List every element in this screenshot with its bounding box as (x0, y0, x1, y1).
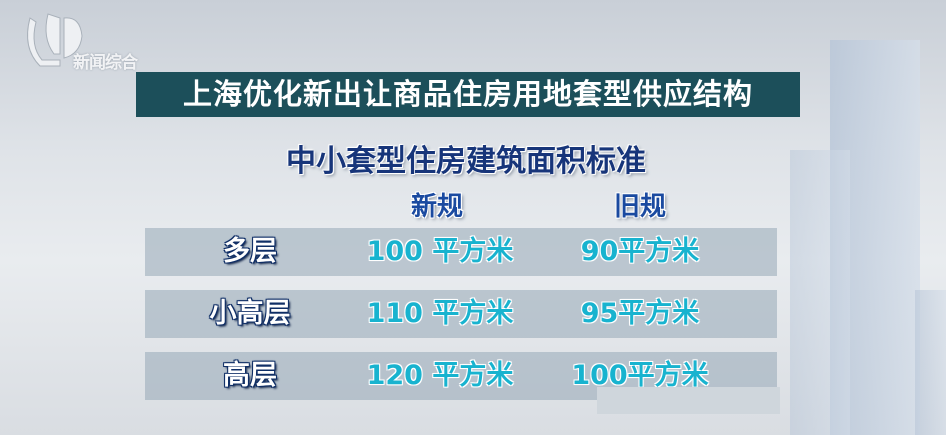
shanghai-tv-logo-icon (27, 13, 83, 67)
caption-mask (597, 387, 780, 414)
new-value: 110 平方米 (366, 298, 514, 329)
row-label: 小高层 (209, 298, 291, 329)
new-value: 100 平方米 (366, 236, 514, 267)
background-building (915, 290, 946, 435)
page-title: 上海优化新出让商品住房用地套型供应结构 (136, 72, 800, 117)
table-subtitle: 中小套型住房建筑面积标准 (286, 144, 646, 179)
row-label: 多层 (223, 236, 277, 267)
old-value: 100平方米 (571, 360, 709, 391)
table-row: 小高层 110 平方米 95平方米 (145, 290, 777, 338)
row-label: 高层 (223, 360, 277, 391)
channel-name: 新闻综合 (73, 53, 138, 73)
column-header-new: 新规 (410, 192, 463, 222)
background-building (790, 150, 850, 435)
table-row: 多层 100 平方米 90平方米 (145, 228, 777, 276)
old-value: 90平方米 (580, 236, 700, 267)
new-value: 120 平方米 (366, 360, 514, 391)
column-header-old: 旧规 (613, 192, 666, 222)
old-value: 95平方米 (580, 298, 700, 329)
table-row: 高层 120 平方米 100平方米 (145, 352, 777, 400)
